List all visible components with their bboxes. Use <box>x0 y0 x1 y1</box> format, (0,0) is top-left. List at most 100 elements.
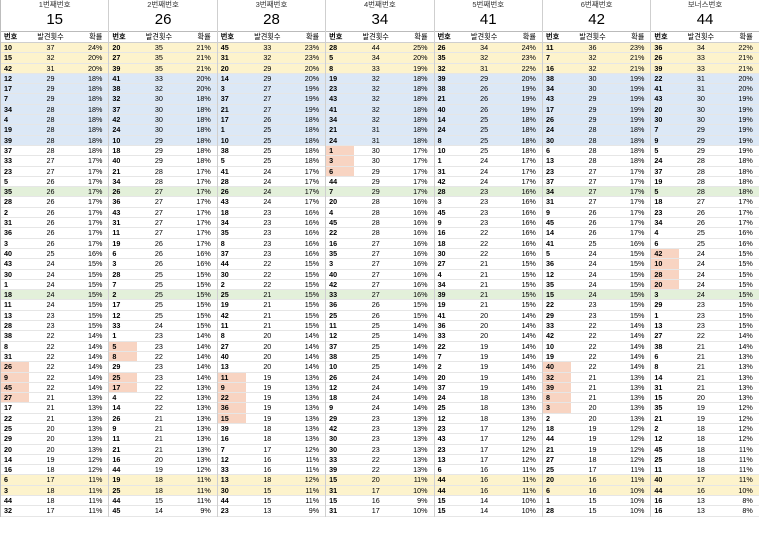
cell-prob: 18% <box>88 125 103 135</box>
table-row: 1 24 17% <box>434 156 542 167</box>
cell-count: 34 <box>480 43 489 52</box>
table-row: 40 29 18% <box>109 156 217 167</box>
cell-count: 14 <box>480 506 489 516</box>
cell-prob: 16% <box>304 207 320 217</box>
cell-number: 19 <box>112 475 121 485</box>
cell-prob: 13% <box>629 393 645 403</box>
table-row: 10 25 14% <box>326 362 434 373</box>
number-group-6: 6번째번호 42 번호 발견횟수 확률 11 36 23% 7 32 21% 16 32 21% 38 30 1… <box>541 0 651 517</box>
cell-count: 24 <box>263 176 272 186</box>
cell-number: 32 <box>4 506 12 516</box>
cell-count: 20 <box>46 444 55 454</box>
cell-count: 18 <box>696 444 705 454</box>
cell-number: 9 <box>545 207 550 217</box>
table-row: 41 31 20% <box>651 84 759 95</box>
cell-number: 39 <box>654 63 663 73</box>
table-row: 13 17 12% <box>434 455 542 466</box>
cell-count: 27 <box>154 207 163 217</box>
cell-count: 19 <box>46 454 55 464</box>
cell-count: 16 <box>480 475 489 485</box>
cell-count: 33 <box>696 63 705 73</box>
table-row: 11 21 15% <box>217 321 326 332</box>
table-row: 34 26 17% <box>651 218 759 229</box>
table-row: 30 22 15% <box>217 270 326 280</box>
cell-count: 33 <box>263 43 272 52</box>
cell-count: 27 <box>46 156 55 166</box>
cell-prob: 13% <box>629 413 645 423</box>
cell-prob: 10% <box>521 506 536 516</box>
cell-number: 21 <box>220 104 229 114</box>
table-row: 13 23 15% <box>1 310 109 322</box>
cell-number: 16 <box>220 434 229 444</box>
cell-count: 25 <box>480 115 489 125</box>
cell-number: 40 <box>220 351 229 361</box>
cell-count: 24 <box>371 403 380 413</box>
cell-count: 23 <box>46 321 55 331</box>
cell-prob: 15% <box>629 259 645 269</box>
cell-prob: 20% <box>88 53 103 63</box>
table-row: 41 33 20% <box>109 73 217 85</box>
cell-number: 11 <box>4 300 12 310</box>
cell-number: 2 <box>437 362 442 372</box>
cell-number: 1 <box>112 331 117 341</box>
cell-prob: 19% <box>738 135 753 145</box>
cell-count: 18 <box>46 465 55 475</box>
cell-prob: 15% <box>304 259 320 269</box>
cell-prob: 16% <box>521 187 536 197</box>
cell-number: 20 <box>220 63 229 73</box>
cell-number: 38 <box>112 84 121 94</box>
cell-number: 32 <box>542 372 571 382</box>
table-row: 26 24 14% <box>326 373 434 383</box>
cell-prob: 16% <box>413 259 428 269</box>
cell-number: 14 <box>545 228 554 238</box>
cell-number: 12 <box>329 382 338 392</box>
table-row: 1 23 14% <box>109 331 217 342</box>
cell-prob: 15% <box>88 269 103 279</box>
cell-number: 17 <box>4 84 12 94</box>
cell-prob: 18% <box>88 135 103 145</box>
cell-number: 12 <box>220 454 229 464</box>
cell-count: 31 <box>696 73 705 83</box>
cell-count: 24 <box>588 248 597 258</box>
group-title: 4번째번호 <box>363 0 396 9</box>
cell-number: 4 <box>4 115 8 125</box>
cell-number: 22 <box>4 413 12 423</box>
table-row: 39 29 20% <box>434 73 542 85</box>
cell-prob: 15% <box>521 300 536 310</box>
cell-prob: 14% <box>521 382 536 392</box>
cell-count: 25 <box>480 145 489 155</box>
cell-count: 23 <box>46 310 55 320</box>
cell-number: 5 <box>654 187 659 197</box>
cell-number: 40 <box>4 248 12 258</box>
table-row: 23 17 12% <box>434 444 542 455</box>
cell-number: 13 <box>545 156 554 166</box>
cell-count: 28 <box>154 176 163 186</box>
cell-count: 21 <box>46 393 55 403</box>
table-row: 42 24 15% <box>651 248 759 260</box>
table-row: 15 14 10% <box>434 506 542 517</box>
table-row: 23 13 9% <box>217 506 326 517</box>
cell-count: 28 <box>46 115 55 125</box>
cell-count: 21 <box>154 434 163 444</box>
cell-prob: 14% <box>629 341 645 351</box>
cell-count: 28 <box>588 145 597 155</box>
cell-count: 27 <box>588 176 597 186</box>
cell-count: 26 <box>588 228 597 238</box>
cell-number: 31 <box>545 197 554 207</box>
cell-number: 26 <box>654 53 663 63</box>
cell-prob: 11% <box>630 475 645 485</box>
table-row: 2 22 15% <box>217 280 326 291</box>
cell-number: 19 <box>545 351 554 361</box>
cell-prob: 16% <box>521 197 536 207</box>
cell-prob: 14% <box>521 351 536 361</box>
cell-count: 33 <box>371 63 380 73</box>
cell-number: 23 <box>437 444 446 454</box>
cell-prob: 15% <box>629 248 645 258</box>
table-row: 25 17 11% <box>542 465 651 476</box>
cell-number: 41 <box>220 166 229 176</box>
table-row: 14 21 13% <box>651 373 759 383</box>
cell-number: 18 <box>654 197 663 207</box>
cell-number: 39 <box>4 135 12 145</box>
cell-count: 22 <box>588 321 597 331</box>
table-row: 20 16 11% <box>542 475 651 486</box>
